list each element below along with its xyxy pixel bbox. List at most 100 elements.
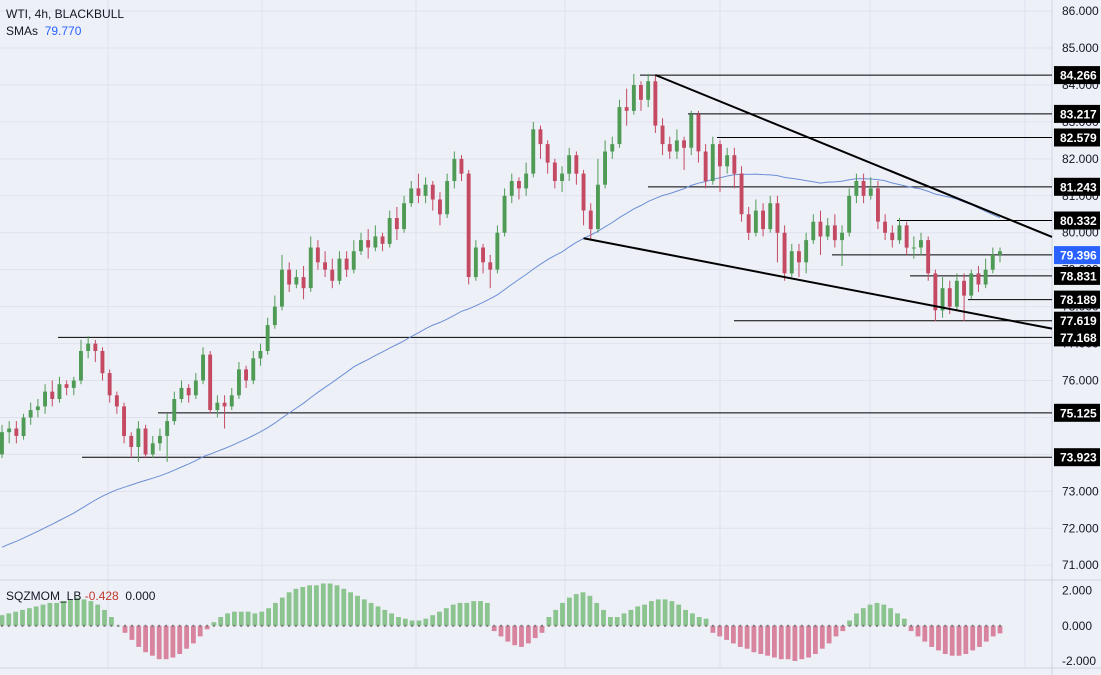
squeeze-dot [206, 624, 209, 627]
candle-body [409, 188, 414, 204]
squeeze-dot [917, 624, 919, 627]
candle-body [624, 107, 629, 111]
candle-body [617, 107, 622, 144]
squeeze-dot [944, 624, 947, 627]
momentum-bar [546, 617, 552, 626]
squeeze-dot [958, 624, 960, 627]
squeeze-dot [643, 624, 646, 627]
candle-body [100, 351, 105, 374]
level-badge-label: 81.243 [1060, 180, 1097, 194]
squeeze-dot [876, 624, 878, 627]
momentum-bar [573, 594, 579, 626]
momentum-bar [307, 585, 312, 626]
squeeze-dot [117, 624, 120, 627]
squeeze-dot [411, 624, 414, 627]
candle-body [904, 225, 909, 248]
momentum-bar [539, 625, 545, 633]
squeeze-dot [137, 624, 140, 627]
candle-body [538, 129, 543, 145]
momentum-bar [874, 602, 880, 626]
candle-body [919, 240, 923, 248]
candle-body [581, 173, 586, 211]
momentum-bar [676, 604, 682, 626]
indicator-value-1: -0.428 [84, 589, 119, 603]
level-badge-label: 78.831 [1060, 269, 1097, 283]
candle-body [71, 380, 76, 388]
squeeze-dot [684, 624, 687, 627]
chart-legend: WTI, 4h, BLACKBULL SMAs 79.770 [6, 7, 124, 38]
squeeze-dot [691, 624, 694, 627]
candle-body [43, 391, 47, 407]
candle-body [330, 269, 335, 281]
momentum-bar [587, 595, 593, 626]
squeeze-dot [370, 624, 373, 627]
level-badge-label: 77.168 [1060, 331, 1097, 345]
momentum-bar [901, 618, 907, 626]
squeeze-dot [185, 624, 188, 627]
candle-body [962, 280, 966, 296]
candle-body [373, 236, 378, 248]
momentum-bar [68, 599, 73, 626]
squeeze-dot [616, 624, 619, 627]
momentum-bar [225, 613, 230, 626]
momentum-bar [0, 615, 5, 626]
squeeze-dot [301, 624, 304, 627]
candle-body [186, 387, 191, 396]
candle-body [337, 258, 342, 281]
candle-body [265, 325, 270, 351]
candle-body [0, 432, 4, 455]
candle-body [229, 395, 234, 407]
candle-body [423, 184, 428, 196]
momentum-bar [826, 625, 832, 644]
candle-body [567, 155, 572, 174]
momentum-bar [724, 625, 729, 640]
price-tick-label: 72.000 [1062, 521, 1099, 535]
momentum-bar [129, 625, 135, 640]
squeeze-dot [356, 624, 359, 627]
candle-body [394, 218, 399, 230]
squeeze-dot [650, 624, 653, 627]
candle-body [481, 247, 485, 263]
momentum-bar [457, 602, 463, 626]
squeeze-dot [192, 624, 195, 627]
momentum-bar [170, 625, 176, 658]
momentum-bar [88, 601, 94, 626]
squeeze-dot [773, 624, 776, 627]
candle-body [129, 435, 134, 447]
momentum-bar [792, 625, 798, 661]
candle-body [445, 181, 450, 215]
momentum-bar [238, 611, 244, 626]
indicator-name: SQZMOM_LB [6, 589, 82, 603]
momentum-bar [567, 597, 572, 626]
squeeze-dot [151, 624, 154, 627]
squeeze-dot [342, 624, 345, 627]
momentum-bar [396, 617, 401, 626]
level-badge-label: 84.266 [1060, 69, 1097, 83]
squeeze-dot [971, 624, 974, 627]
squeeze-dot [664, 624, 667, 627]
squeeze-dot [171, 624, 174, 627]
indicator-legend: SQZMOM_LB -0.428 0.000 [6, 589, 155, 603]
level-badge-bg [1054, 290, 1100, 309]
candles [0, 73, 1002, 462]
momentum-bar [484, 602, 490, 626]
candle-body [287, 269, 292, 285]
momentum-bar [286, 592, 292, 626]
candle-body [208, 354, 213, 410]
candle-body [667, 144, 672, 152]
momentum-bar [840, 625, 846, 632]
squeeze-dot [670, 624, 673, 627]
candle-body [473, 247, 478, 278]
momentum-bar [778, 625, 784, 660]
momentum-bar [409, 620, 415, 626]
candle-body [732, 155, 737, 174]
last-price-badge-bg [1054, 246, 1100, 265]
momentum-bar [867, 604, 873, 626]
candle-body [351, 251, 356, 270]
candle-body [775, 203, 780, 233]
candle-body [596, 184, 600, 229]
candle-body [983, 269, 988, 285]
candle-body [165, 421, 170, 436]
indicator-value-2: 0.000 [125, 589, 156, 603]
